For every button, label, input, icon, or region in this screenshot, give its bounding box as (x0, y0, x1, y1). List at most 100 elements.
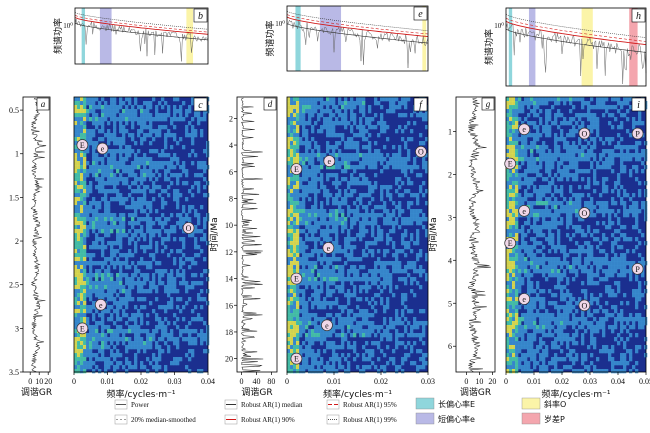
heatmap-cell (344, 117, 347, 121)
heatmap-cell (296, 133, 299, 137)
heatmap-cell (74, 193, 77, 197)
heatmap-cell (290, 117, 293, 121)
heatmap-cell (74, 121, 77, 125)
heatmap-cell (125, 109, 128, 113)
heatmap-cell (362, 113, 365, 117)
heatmap-cell (422, 165, 425, 169)
heatmap-cell (320, 277, 323, 281)
heatmap-cell (80, 241, 83, 245)
heatmap-cell (320, 261, 323, 265)
heatmap-cell (131, 221, 134, 225)
heatmap-cell (101, 273, 104, 277)
heatmap-cell (575, 201, 578, 205)
heatmap-cell (83, 213, 86, 217)
heatmap-cell (293, 321, 296, 325)
heatmap-cell (86, 213, 89, 217)
heatmap-cell (344, 121, 347, 125)
heatmap-cell (398, 105, 401, 109)
heatmap-cell (335, 369, 338, 373)
heatmap-cell (287, 333, 290, 337)
heatmap-cell (350, 97, 353, 101)
heatmap-cell (80, 193, 83, 197)
heatmap-cell (578, 117, 581, 121)
heatmap-cell (539, 225, 542, 229)
heatmap-cell (119, 225, 122, 229)
heatmap-cell (311, 181, 314, 185)
heatmap-cell (89, 277, 92, 281)
heatmap-cell (608, 161, 611, 165)
heatmap-cell (107, 365, 110, 369)
heatmap-cell (572, 161, 575, 165)
heatmap-cell (125, 121, 128, 125)
heatmap-cell (521, 149, 524, 153)
heatmap-cell (101, 237, 104, 241)
heatmap-cell (296, 205, 299, 209)
heatmap-cell (287, 297, 290, 301)
heatmap-cell (359, 213, 362, 217)
heatmap-cell (92, 201, 95, 205)
heatmap-cell (362, 229, 365, 233)
heatmap-cell (545, 113, 548, 117)
heatmap-cell (113, 173, 116, 177)
heatmap-cell (74, 229, 77, 233)
heatmap-cell (83, 109, 86, 113)
heatmap-cell (332, 97, 335, 101)
heatmap-cell (335, 177, 338, 181)
heatmap-cell (614, 145, 617, 149)
heatmap-cell (383, 285, 386, 289)
heatmap-cell (188, 105, 191, 109)
heatmap-cell (200, 237, 203, 241)
heatmap-cell (329, 129, 332, 133)
heatmap-cell (506, 261, 509, 265)
heatmap-cell (338, 325, 341, 329)
heatmap-cell (326, 145, 329, 149)
heatmap-cell (311, 369, 314, 373)
heatmap-cell (194, 241, 197, 245)
heatmap-cell (329, 293, 332, 297)
heatmap-cell (182, 277, 185, 281)
heatmap-cell (167, 153, 170, 157)
x-tick-label: 0.01 (327, 377, 341, 386)
heatmap-cell (557, 209, 560, 213)
heatmap-cell (296, 197, 299, 201)
heatmap-cell (296, 265, 299, 269)
heatmap-cell (593, 113, 596, 117)
heatmap-cell (155, 365, 158, 369)
heatmap-cell (188, 329, 191, 333)
heatmap-cell (95, 205, 98, 209)
heatmap-cell (506, 213, 509, 217)
heatmap-cell (314, 177, 317, 181)
heatmap-cell (140, 257, 143, 261)
heatmap-cell (296, 325, 299, 329)
heatmap-cell (104, 193, 107, 197)
heatmap-cell (101, 185, 104, 189)
heatmap-cell (584, 293, 587, 297)
heatmap-cell (422, 365, 425, 369)
heatmap-cell (203, 225, 206, 229)
heatmap-cell (533, 245, 536, 249)
heatmap-cell (530, 281, 533, 285)
heatmap-cell (296, 217, 299, 221)
heatmap-cell (581, 97, 584, 101)
heatmap-cell (134, 273, 137, 277)
heatmap-cell (101, 329, 104, 333)
heatmap-cell (146, 205, 149, 209)
heatmap-cell (407, 241, 410, 245)
heatmap-cell (338, 273, 341, 277)
heatmap-cell (83, 129, 86, 133)
heatmap-cell (524, 269, 527, 273)
heatmap-cell (140, 181, 143, 185)
heatmap-cell (98, 101, 101, 105)
heatmap-cell (566, 153, 569, 157)
heatmap-cell (398, 265, 401, 269)
heatmap-cell (113, 369, 116, 373)
heatmap-cell (374, 153, 377, 157)
heatmap-cell (560, 113, 563, 117)
heatmap-cell (119, 217, 122, 221)
heatmap-cell (131, 325, 134, 329)
heatmap-cell (98, 245, 101, 249)
heatmap-cell (149, 121, 152, 125)
heatmap-cell (611, 197, 614, 201)
heatmap-cell (113, 357, 116, 361)
heatmap-cell (170, 301, 173, 305)
